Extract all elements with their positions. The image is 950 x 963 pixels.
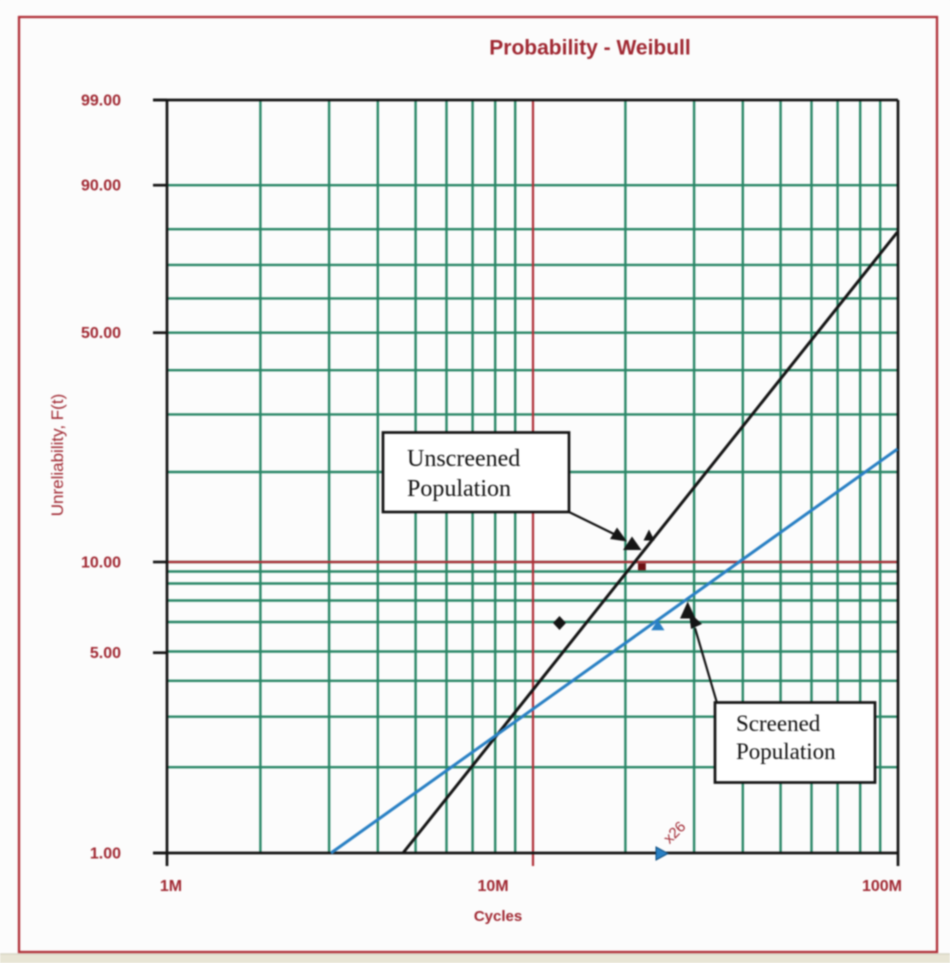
svg-text:50.00: 50.00: [81, 325, 121, 342]
svg-text:Screened: Screened: [736, 711, 821, 736]
svg-text:Population: Population: [736, 739, 836, 764]
svg-text:10M: 10M: [477, 878, 508, 895]
svg-text:Probability - Weibull: Probability - Weibull: [489, 37, 690, 60]
svg-text:10.00: 10.00: [81, 555, 121, 572]
svg-text:1.00: 1.00: [90, 846, 121, 863]
svg-text:100M: 100M: [862, 878, 902, 895]
svg-text:1M: 1M: [160, 878, 182, 895]
svg-text:5.00: 5.00: [90, 645, 121, 662]
svg-text:Cycles: Cycles: [474, 908, 522, 925]
svg-text:Unscreened: Unscreened: [407, 446, 520, 472]
svg-text:99.00: 99.00: [81, 93, 121, 110]
svg-text:Unreliability, F(t): Unreliability, F(t): [48, 394, 67, 516]
svg-text:Population: Population: [407, 476, 511, 502]
svg-text:90.00: 90.00: [81, 178, 121, 195]
